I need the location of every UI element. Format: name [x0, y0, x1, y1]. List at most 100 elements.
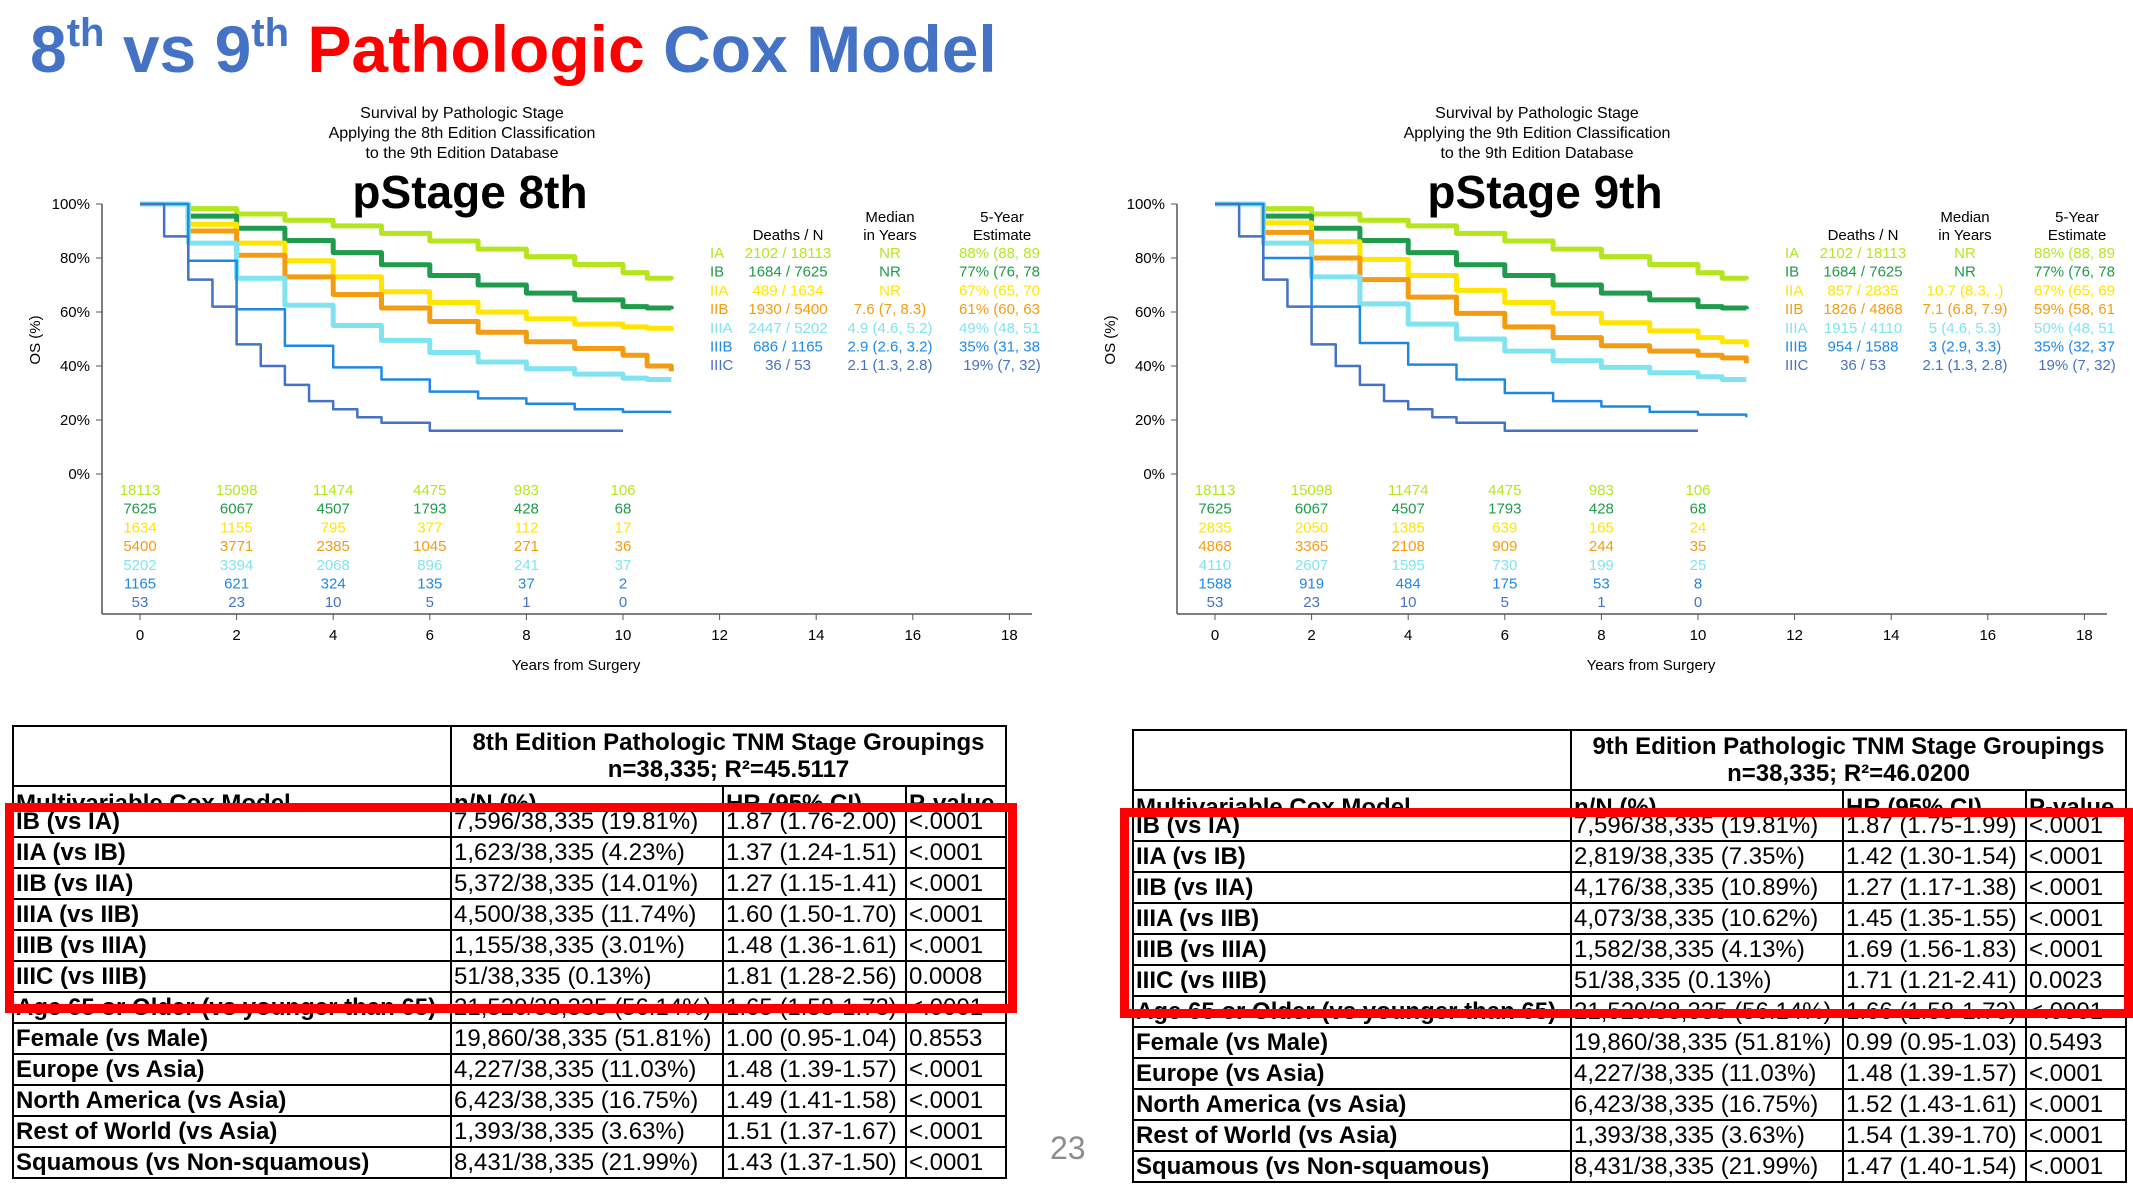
at-risk-count: 18113: [1195, 482, 1236, 499]
at-risk-count: 23: [1303, 594, 1320, 611]
at-risk-count: 23: [228, 594, 245, 611]
legend-median: 7.1 (6.8, 7.9): [1922, 301, 2007, 318]
table-row: IIB (vs IIA) 4,176/38,335 (10.89%) 1.27 (1…: [1132, 871, 2128, 904]
legend-deaths-n: 36 / 53: [1840, 357, 1886, 374]
x-tick-label: 4: [1404, 627, 1412, 644]
legend-median: 7.6 (7, 8.3): [854, 301, 927, 318]
at-risk-count: 15098: [1291, 482, 1333, 499]
km-curve-iiic: [140, 202, 623, 433]
table-header-empty: [12, 725, 452, 786]
row-p: <.0001: [904, 1084, 1008, 1117]
at-risk-count: 68: [615, 501, 632, 518]
legend-header-5yr: Estimate: [2048, 227, 2106, 244]
at-risk-count: 2607: [1295, 557, 1328, 574]
row-hr: 1.87 (1.75-1.99): [1842, 809, 2027, 842]
table-row: Rest of World (vs Asia) 1,393/38,335 (3.6…: [1132, 1119, 2128, 1152]
row-variable: IIB (vs IIA): [12, 867, 452, 900]
table-row: Rest of World (vs Asia) 1,393/38,335 (3.6…: [12, 1115, 1008, 1148]
at-risk-count: 0: [619, 594, 627, 611]
y-tick-label: 100%: [1127, 196, 1165, 213]
row-hr: 1.66 (1.58-1.73): [1842, 995, 2027, 1028]
legend-header-deaths: Deaths / N: [753, 227, 824, 244]
legend-deaths-n: 686 / 1165: [753, 339, 823, 356]
legend-median: 2.1 (1.3, 2.8): [1922, 357, 2007, 374]
row-hr: 1.48 (1.36-1.61): [722, 929, 907, 962]
table-col-header-p: P-value: [2024, 789, 2128, 811]
legend-deaths-n: 1915 / 4110: [1824, 320, 1902, 337]
at-risk-count: 3771: [220, 538, 253, 555]
row-p: <.0001: [904, 805, 1008, 838]
at-risk-count: 621: [224, 576, 249, 593]
km-chart-8th-svg: Survival by Pathologic Stage Applying the…: [27, 105, 1040, 674]
table-row: Female (vs Male) 19,860/38,335 (51.81%) 1.…: [12, 1022, 1008, 1055]
at-risk-count: 2: [619, 576, 627, 593]
km-chart-9th-svg: Survival by Pathologic Stage Applying the…: [1102, 105, 2115, 674]
legend-stage-label: IIA: [710, 282, 728, 299]
y-axis-label: OS (%): [27, 315, 44, 364]
row-p: <.0001: [2024, 902, 2128, 935]
at-risk-count: 4868: [1198, 538, 1231, 555]
at-risk-count: 1793: [1488, 501, 1521, 518]
row-p: <.0001: [2024, 1119, 2128, 1152]
row-n: 19,860/38,335 (51.81%): [450, 1022, 724, 1055]
legend-deaths-n: 2102 / 18113: [1820, 245, 1906, 262]
at-risk-count: 10: [1400, 594, 1417, 611]
legend-5yr: 50% (48, 51): [2034, 320, 2115, 337]
at-risk-count: 730: [1492, 557, 1517, 574]
cox-table-8th: 8th Edition Pathologic TNM Stage Groupin…: [12, 725, 1008, 1179]
at-risk-count: 37: [615, 557, 632, 574]
legend-median: NR: [1954, 264, 1976, 281]
legend-median: 4.9 (4.6, 5.2): [847, 320, 932, 337]
row-p: <.0001: [2024, 933, 2128, 966]
row-n: 1,393/38,335 (3.63%): [450, 1115, 724, 1148]
row-n: 4,500/38,335 (11.74%): [450, 898, 724, 931]
legend-stage-label: IIIC: [710, 357, 734, 374]
row-n: 1,582/38,335 (4.13%): [1570, 933, 1844, 966]
at-risk-count: 3394: [220, 557, 253, 574]
row-variable: North America (vs Asia): [1132, 1088, 1572, 1121]
y-tick-label: 0%: [1143, 466, 1165, 483]
at-risk-count: 983: [1589, 482, 1614, 499]
at-risk-count: 2050: [1295, 519, 1328, 536]
at-risk-count: 11474: [313, 482, 354, 499]
table-row: IIIA (vs IIB) 4,073/38,335 (10.62%) 1.45 (…: [1132, 902, 2128, 935]
legend-median: 3 (2.9, 3.3): [1929, 339, 2002, 356]
table-col-header-hr: HR (95% CI): [1842, 789, 2027, 811]
at-risk-count: 1165: [124, 576, 156, 593]
chart-overlay-label: pStage 8th: [352, 166, 587, 218]
at-risk-count: 106: [1685, 482, 1710, 499]
km-curve-iiib: [140, 202, 672, 414]
x-tick-label: 18: [2076, 627, 2093, 644]
row-p: <.0001: [904, 1115, 1008, 1148]
row-n: 8,431/38,335 (21.99%): [450, 1146, 724, 1179]
at-risk-count: 25: [1690, 557, 1707, 574]
at-risk-count: 53: [1207, 594, 1224, 611]
at-risk-count: 5: [426, 594, 434, 611]
at-risk-count: 4475: [413, 482, 446, 499]
at-risk-count: 10: [325, 594, 342, 611]
row-n: 2,819/38,335 (7.35%): [1570, 840, 1844, 873]
row-variable: IB (vs IA): [12, 805, 452, 838]
legend-5yr: 88% (88, 89): [2034, 245, 2115, 262]
y-tick-label: 100%: [52, 196, 90, 213]
chart-title-line: to the 9th Edition Database: [1440, 145, 1633, 162]
cox-table-9th: 9th Edition Pathologic TNM Stage Groupin…: [1132, 729, 2128, 1183]
legend-stage-label: IIIB: [1785, 339, 1808, 356]
legend-5yr: 49% (48, 51): [959, 320, 1040, 337]
row-n: 21,520/38,335 (56.14%): [450, 991, 724, 1024]
at-risk-count: 1793: [413, 501, 446, 518]
y-tick-label: 20%: [1135, 412, 1165, 429]
row-variable: IIA (vs IB): [12, 836, 452, 869]
x-tick-label: 10: [1690, 627, 1707, 644]
row-variable: IIB (vs IIA): [1132, 871, 1572, 904]
table-row: Squamous (vs Non-squamous) 8,431/38,335 (…: [1132, 1150, 2128, 1183]
table-row: Squamous (vs Non-squamous) 8,431/38,335 (…: [12, 1146, 1008, 1179]
row-hr: 1.43 (1.37-1.50): [722, 1146, 907, 1179]
row-hr: 1.27 (1.17-1.38): [1842, 871, 2027, 904]
legend-stage-label: IIIB: [710, 339, 733, 356]
x-tick-label: 18: [1001, 627, 1018, 644]
at-risk-count: 2108: [1392, 538, 1425, 555]
x-tick-label: 2: [232, 627, 240, 644]
at-risk-count: 6067: [1295, 501, 1328, 518]
at-risk-count: 4475: [1488, 482, 1521, 499]
